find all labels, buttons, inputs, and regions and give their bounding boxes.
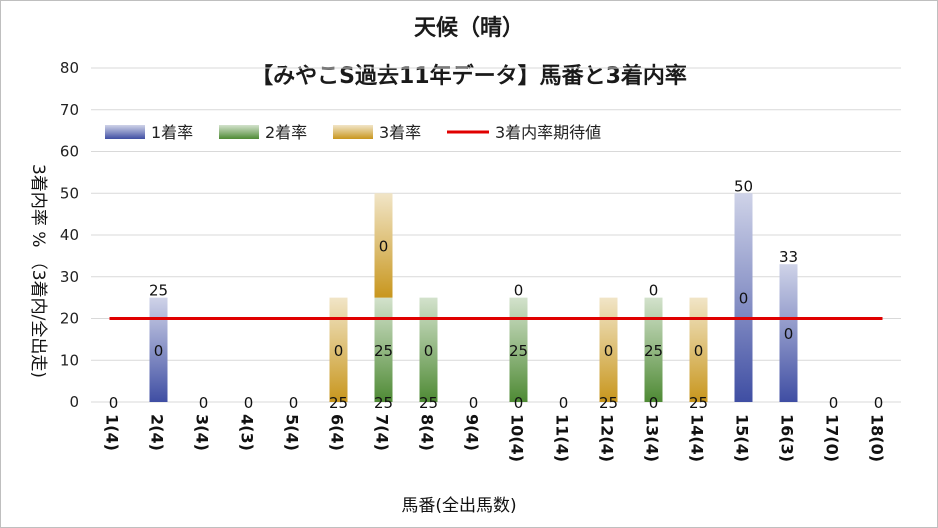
bar-segment: [329, 297, 348, 402]
x-tick-label: 12(4): [598, 414, 617, 462]
x-tick-label: 13(4): [643, 414, 662, 462]
x-tick-label: 10(4): [508, 414, 527, 462]
data-label: 0: [514, 394, 524, 412]
x-tick-label: 16(3): [778, 414, 797, 462]
legend: 1着率 2着率 3着率 3着内率期待値: [105, 123, 601, 142]
legend-swatch: [105, 125, 145, 139]
legend-label: 3着率: [379, 123, 421, 142]
y-tick-label: 50: [60, 184, 79, 202]
bar-segment: [374, 297, 393, 402]
data-label: 0: [379, 237, 389, 255]
x-tick-label: 3(4): [193, 414, 212, 451]
data-label: 0: [694, 342, 704, 360]
x-tick-label: 15(4): [733, 414, 752, 462]
bars: [149, 193, 798, 402]
x-axis-title: 馬番(全出馬数): [401, 496, 516, 516]
data-label: 0: [784, 325, 794, 343]
x-tick-label: 2(4): [148, 414, 167, 451]
data-label: 25: [644, 342, 663, 360]
bar-segment: [779, 264, 798, 402]
y-tick-label: 60: [60, 143, 79, 161]
y-tick-label: 40: [60, 226, 79, 244]
x-tick-label: 14(4): [688, 414, 707, 462]
data-label: 25: [509, 342, 528, 360]
data-label: 0: [829, 394, 839, 412]
x-tick-label: 5(4): [283, 414, 302, 451]
x-tick-label: 18(0): [868, 414, 887, 462]
bar-segment: [149, 297, 168, 402]
x-tick-label: 11(4): [553, 414, 572, 462]
x-tick-label: 1(4): [103, 414, 122, 451]
bar-segment: [419, 297, 438, 402]
data-label: 25: [599, 394, 618, 412]
data-label: 0: [289, 394, 299, 412]
data-label: 0: [334, 342, 344, 360]
data-label: 25: [374, 342, 393, 360]
legend-label: 3着内率期待値: [495, 123, 601, 142]
bar-segment: [374, 193, 393, 298]
data-label: 25: [419, 394, 438, 412]
legend-label: 2着率: [265, 123, 307, 142]
bar-segment: [644, 297, 663, 402]
y-tick-label: 20: [60, 310, 79, 328]
y-axis-ticks: 0 10 20 30 40 50 60 70 80: [60, 59, 79, 411]
y-tick-label: 0: [69, 393, 79, 411]
bar-segment: [599, 297, 618, 402]
data-label: 33: [779, 248, 798, 266]
data-label: 25: [329, 394, 348, 412]
x-axis-ticks: 1(4) 2(4) 3(4) 4(3) 5(4) 6(4) 7(4) 8(4) 9(4) 10(4…: [103, 414, 887, 462]
bar-segment: [689, 297, 708, 402]
chart-title: 天候（晴）: [414, 15, 524, 41]
x-tick-label: 17(0): [823, 414, 842, 462]
data-label: 0: [604, 342, 614, 360]
y-tick-label: 70: [60, 101, 79, 119]
y-axis-title: 3着内率 % （3着内/全出走): [28, 164, 48, 378]
x-tick-label: 8(4): [418, 414, 437, 451]
data-label: 0: [514, 282, 524, 300]
y-tick-label: 10: [60, 351, 79, 369]
legend-swatch: [219, 125, 259, 139]
bar-segment: [509, 297, 528, 402]
data-label: 0: [244, 394, 254, 412]
y-tick-label: 30: [60, 268, 79, 286]
data-label: 0: [469, 394, 479, 412]
data-label: 0: [739, 290, 749, 308]
data-label: 0: [154, 342, 164, 360]
data-label: 0: [649, 282, 659, 300]
x-tick-label: 9(4): [463, 414, 482, 451]
data-label: 0: [874, 394, 884, 412]
data-labels: 0 0 25 0 0 0 25 0 25 25 0 25 0 0 0 25 0 0 25 0 0 25 0 25 0 0 50 0 33…: [109, 177, 884, 412]
x-tick-label: 4(3): [238, 414, 257, 451]
data-label: 25: [149, 282, 168, 300]
data-label: 50: [734, 177, 753, 195]
data-label: 0: [199, 394, 209, 412]
data-label: 0: [424, 342, 434, 360]
legend-label: 1着率: [151, 123, 193, 142]
data-label: 0: [109, 394, 119, 412]
data-label: 25: [374, 394, 393, 412]
data-label: 0: [649, 394, 659, 412]
chart-subtitle: 【みやこS過去11年データ】馬番と3着内率: [251, 63, 687, 89]
x-tick-label: 6(4): [328, 414, 347, 451]
y-tick-label: 80: [60, 59, 79, 77]
bar-segment: [734, 193, 753, 402]
x-tick-label: 7(4): [373, 414, 392, 451]
data-label: 0: [559, 394, 569, 412]
data-label: 25: [689, 394, 708, 412]
legend-swatch: [333, 125, 373, 139]
